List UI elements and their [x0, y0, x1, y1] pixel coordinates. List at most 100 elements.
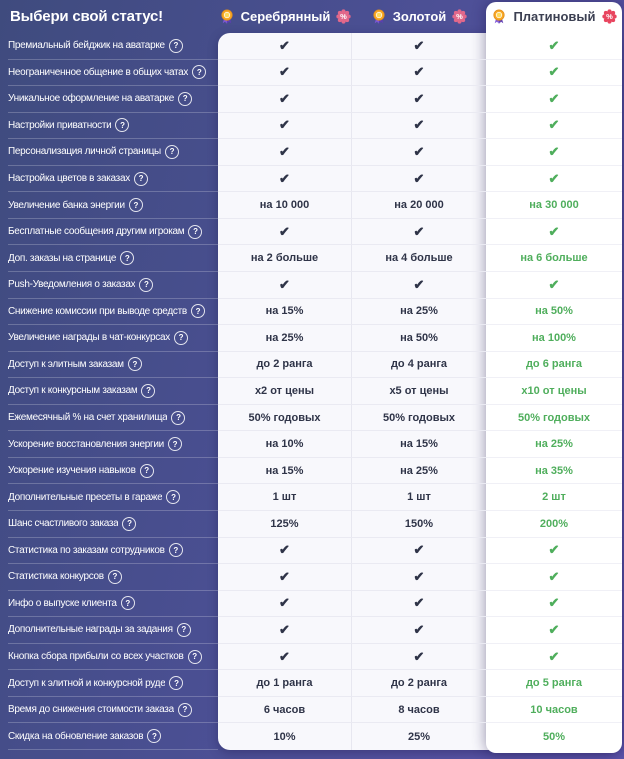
value-cell: 150% [352, 511, 486, 538]
help-icon[interactable]: ? [139, 463, 154, 478]
help-icon[interactable]: ? [171, 410, 186, 425]
value-cell: ✔ [218, 165, 352, 193]
feature-name: Доп. заказы на странице [8, 252, 117, 264]
value-cell: x2 от цены [218, 378, 352, 405]
feature-name: Настройка цветов в заказах [8, 173, 130, 185]
value-cell: ✔ [486, 564, 622, 591]
value-cell: на 25% [352, 299, 486, 326]
feature-row-label: Дополнительные пресеты в гараже ? [8, 484, 218, 511]
value-cell: на 6 больше [486, 245, 622, 272]
value-cell: 10 часов [486, 697, 622, 724]
value-cell: до 2 ранга [218, 351, 352, 379]
value-cell: ✔ [486, 617, 622, 644]
plan-column-header[interactable]: Серебрянный % [218, 0, 352, 33]
feature-name: Скидка на обновление заказов [8, 730, 144, 742]
feature-name: Статистика конкурсов [8, 571, 104, 583]
help-icon[interactable]: ? [168, 543, 183, 558]
svg-text:%: % [456, 12, 463, 21]
value-cell: на 35% [486, 458, 622, 485]
feature-name: Персонализация личной страницы [8, 146, 161, 158]
feature-row-label: Неограниченное общение в общих чатах ? [8, 60, 218, 87]
help-icon[interactable]: ? [188, 224, 203, 239]
help-icon[interactable]: ? [167, 437, 182, 452]
help-icon[interactable]: ? [107, 569, 122, 584]
value-cell: ✔ [352, 139, 486, 166]
feature-row-label: Бесплатные сообщения другим игрокам ? [8, 219, 218, 246]
help-icon[interactable]: ? [166, 490, 181, 505]
value-cell: ✔ [218, 617, 352, 644]
value-cell: до 4 ранга [352, 352, 486, 379]
help-icon[interactable]: ? [120, 596, 135, 611]
plan-column-header[interactable]: Золотой % [352, 0, 486, 33]
medal-icon [373, 8, 385, 24]
value-cell: x10 от цены [486, 378, 622, 405]
help-icon[interactable]: ? [128, 198, 143, 213]
feature-name: Уникальное оформление на аватарке [8, 93, 174, 105]
help-icon[interactable]: ? [177, 702, 192, 717]
value-cell: 2 шт [486, 484, 622, 511]
value-cell: на 4 больше [352, 245, 486, 272]
value-cell: 1 шт [218, 484, 352, 511]
feature-name: Премиальный бейджик на аватарке [8, 40, 165, 52]
feature-row-label: Ускорение изучения навыков ? [8, 458, 218, 485]
value-cell: на 15% [352, 431, 486, 458]
feature-row-label: Доступ к конкурсным заказам ? [8, 378, 218, 405]
help-icon[interactable]: ? [122, 516, 137, 531]
help-icon[interactable]: ? [190, 304, 205, 319]
value-cell: 8 часов [352, 697, 486, 724]
value-cell: до 6 ранга [486, 352, 622, 379]
help-icon[interactable]: ? [133, 171, 148, 186]
value-cell: на 15% [218, 298, 352, 326]
value-cell: 10% [218, 723, 352, 750]
help-icon[interactable]: ? [169, 676, 184, 691]
help-icon[interactable]: ? [139, 277, 154, 292]
value-cell: ✔ [486, 113, 622, 140]
feature-name: Push-Уведомления о заказах [8, 279, 136, 291]
value-cell: ✔ [486, 644, 622, 671]
feature-name: Кнопка сбора прибыли со всех участков [8, 651, 184, 663]
value-cell: ✔ [218, 59, 352, 87]
feature-name: Статистика по заказам сотрудников [8, 544, 165, 556]
feature-row-label: Время до снижения стоимости заказа ? [8, 697, 218, 724]
help-icon[interactable]: ? [120, 251, 135, 266]
value-cell: ✔ [352, 33, 486, 60]
value-cell: на 25% [486, 431, 622, 458]
value-cell: на 10% [218, 431, 352, 458]
help-icon[interactable]: ? [187, 649, 202, 664]
help-icon[interactable]: ? [141, 383, 156, 398]
help-icon[interactable]: ? [177, 91, 192, 106]
feature-name: Шанс счастливого заказа [8, 518, 119, 530]
help-icon[interactable]: ? [127, 357, 142, 372]
plan-column-header[interactable]: Платиновый % [486, 0, 622, 33]
value-cell: ✔ [218, 112, 352, 140]
value-cell: ✔ [352, 219, 486, 246]
feature-name: Настройки приватности [8, 119, 112, 131]
help-icon[interactable]: ? [147, 729, 162, 744]
feature-row-label: Доп. заказы на странице ? [8, 245, 218, 272]
feature-row-label: Настройка цветов в заказах ? [8, 166, 218, 193]
feature-name: Время до снижения стоимости заказа [8, 704, 174, 716]
help-icon[interactable]: ? [173, 330, 188, 345]
help-icon[interactable]: ? [168, 38, 183, 53]
medal-icon [493, 8, 506, 24]
help-icon[interactable]: ? [115, 118, 130, 133]
help-icon[interactable]: ? [192, 65, 207, 80]
value-cell: ✔ [218, 139, 352, 166]
feature-name: Ускорение восстановления энергии [8, 438, 164, 450]
svg-text:%: % [341, 12, 348, 21]
feature-name: Снижение комиссии при выводе средств [8, 305, 187, 317]
feature-name: Дополнительные пресеты в гараже [8, 491, 163, 503]
value-cell: ✔ [218, 643, 352, 671]
value-cell: до 1 ранга [218, 670, 352, 697]
feature-row-label: Персонализация личной страницы ? [8, 139, 218, 166]
value-cell: ✔ [486, 591, 622, 618]
discount-percent-badge-icon: % [452, 9, 467, 24]
feature-row-label: Снижение комиссии при выводе средств ? [8, 299, 218, 326]
feature-name: Доступ к элитным заказам [8, 358, 124, 370]
feature-row-label: Настройки приватности ? [8, 113, 218, 140]
help-icon[interactable]: ? [164, 144, 179, 159]
value-cell: на 50% [486, 299, 622, 326]
help-icon[interactable]: ? [176, 622, 191, 637]
value-cell: ✔ [218, 590, 352, 618]
value-cell: ✔ [486, 219, 622, 246]
